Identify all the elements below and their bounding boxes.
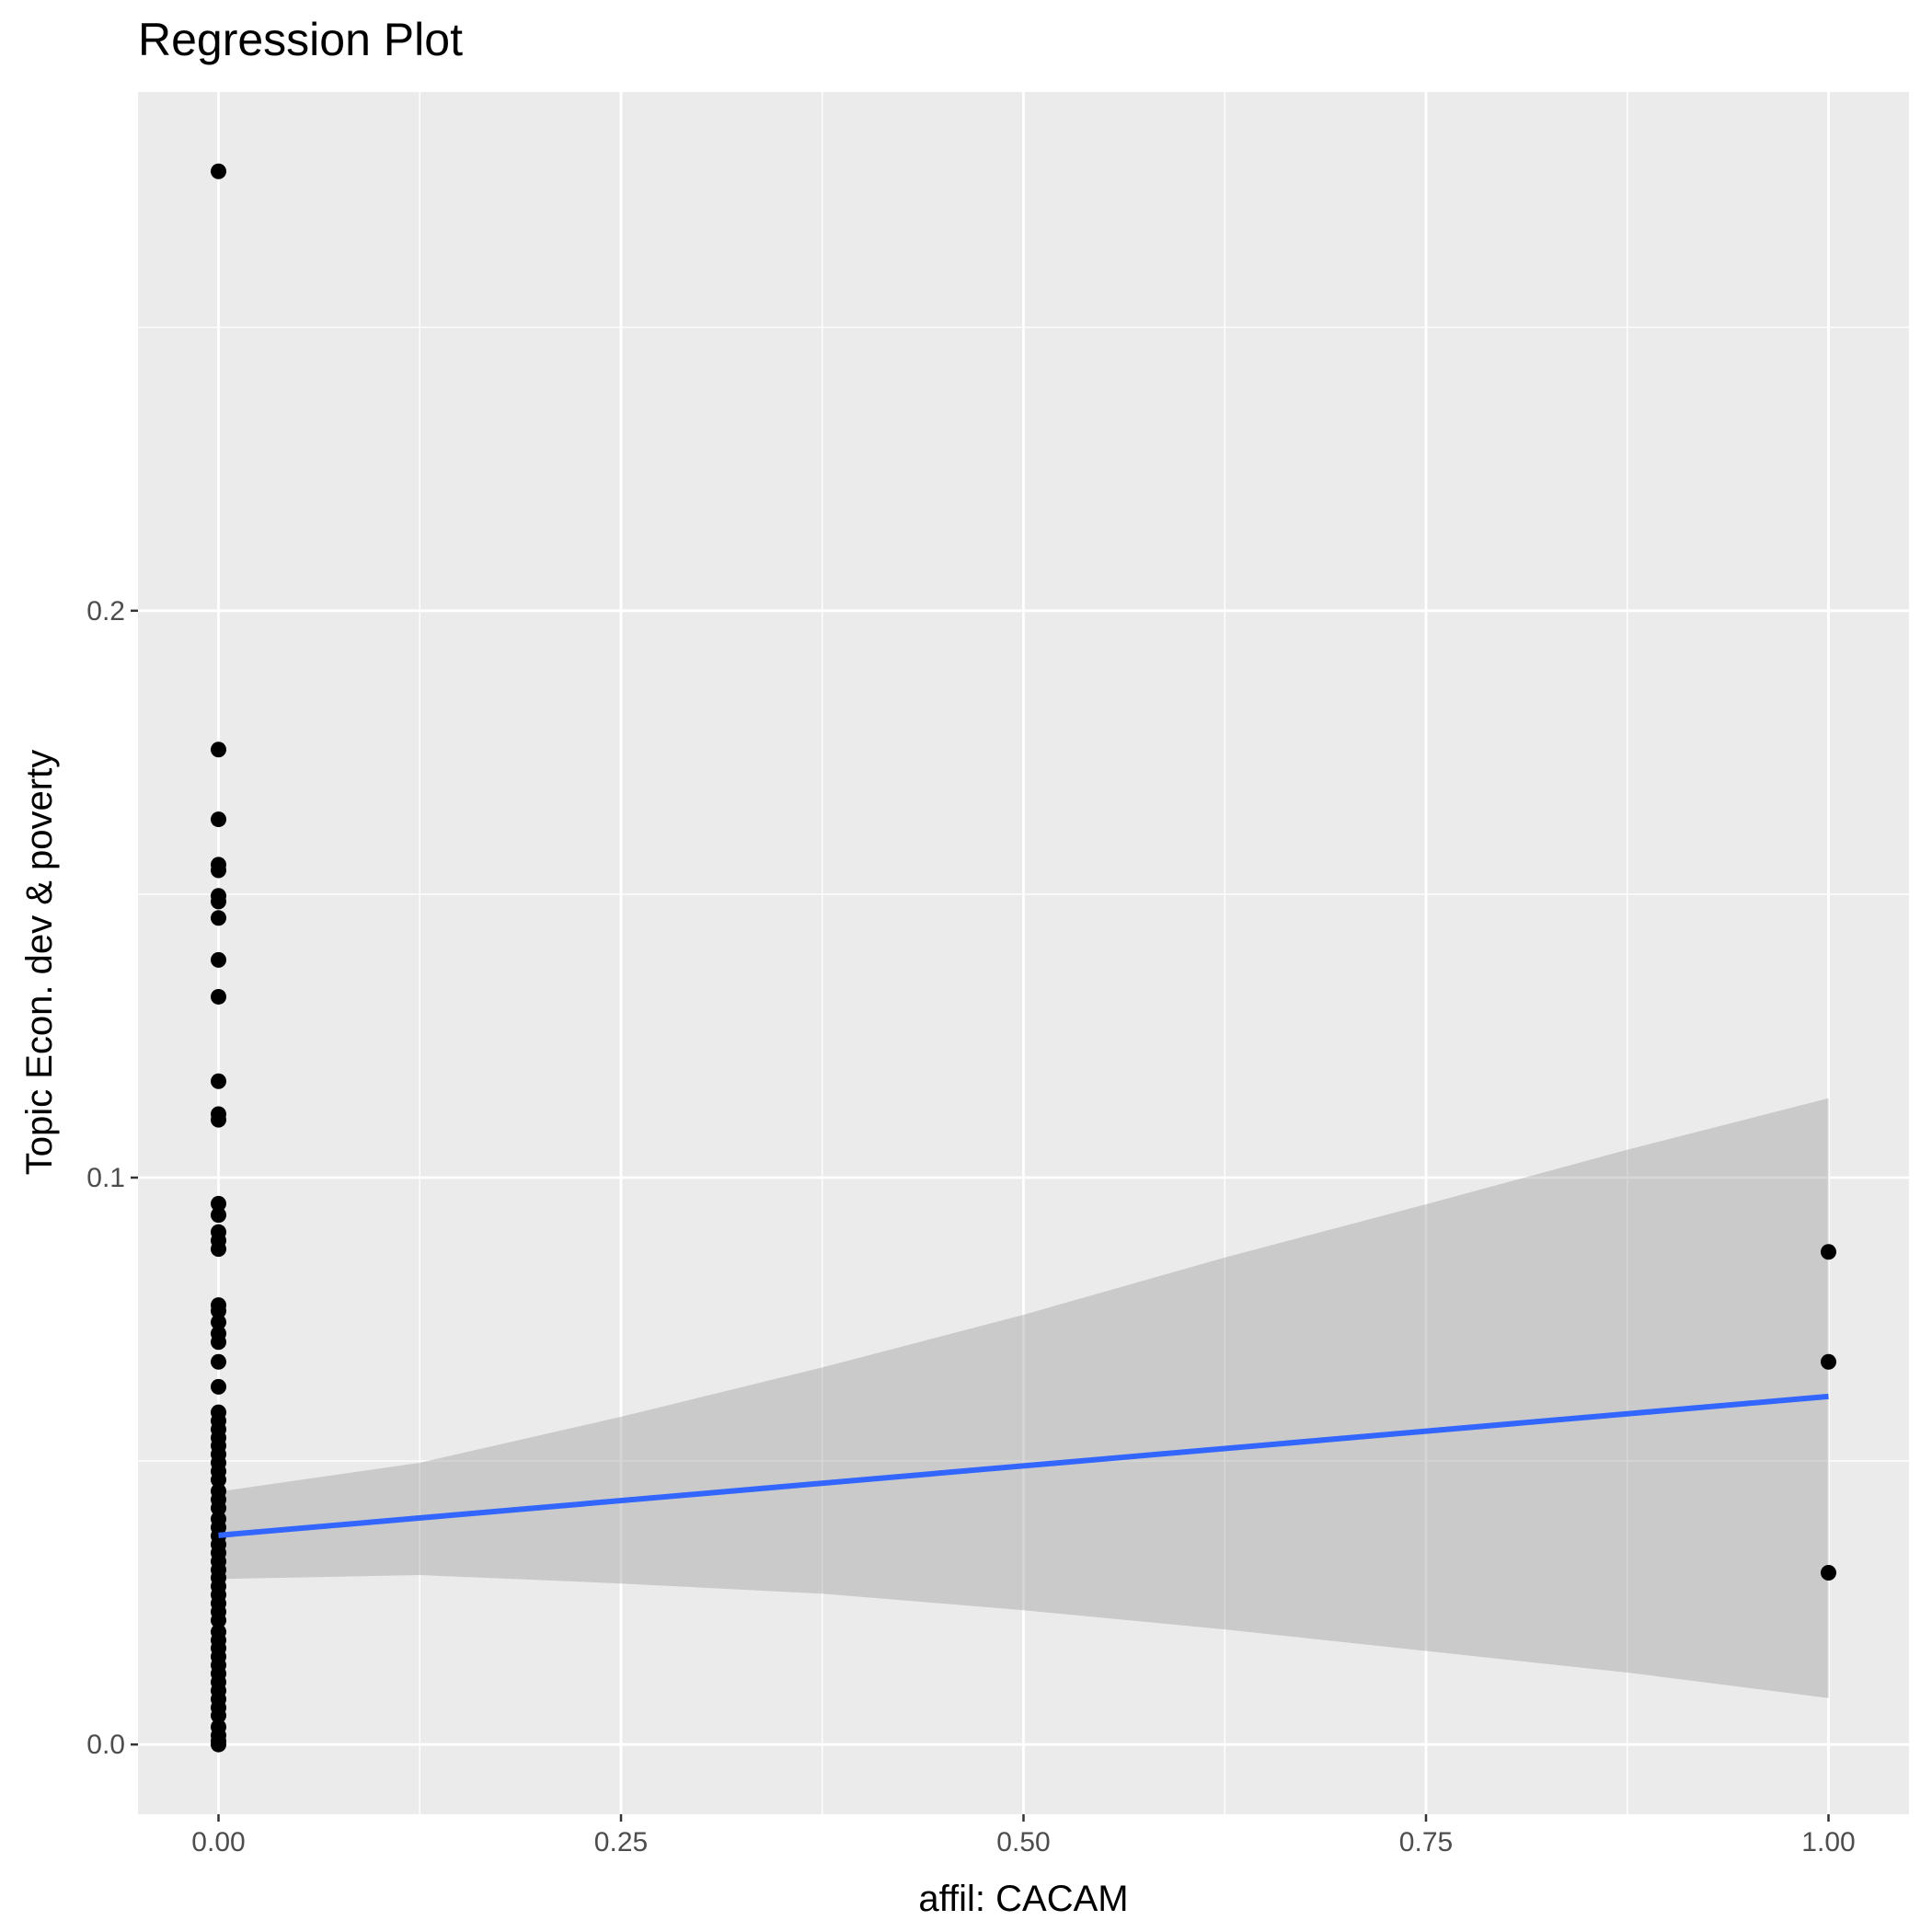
data-point	[211, 1353, 226, 1370]
x-tick-label: 0.25	[594, 1827, 648, 1857]
data-point	[211, 811, 226, 828]
chart-title: Regression Plot	[138, 14, 463, 65]
data-point	[211, 1303, 226, 1319]
y-tick-label: 0.2	[86, 596, 125, 627]
data-point	[211, 1207, 226, 1224]
data-point	[1821, 1353, 1836, 1370]
confidence-band	[218, 1098, 1829, 1698]
y-tick-label: 0.1	[86, 1163, 125, 1193]
data-point	[211, 1612, 226, 1628]
data-point	[211, 1111, 226, 1128]
x-tick-label: 0.75	[1399, 1827, 1453, 1857]
data-point	[1821, 1244, 1836, 1260]
x-axis-ticks: 0.00 0.25 0.50 0.75 1.00	[191, 1814, 1856, 1857]
x-tick-label: 0.00	[191, 1827, 245, 1857]
x-tick-label: 1.00	[1801, 1827, 1855, 1857]
data-point	[1821, 1565, 1836, 1581]
data-point	[211, 1334, 226, 1351]
data-point	[211, 910, 226, 926]
y-axis-ticks: 0.0 0.1 0.2	[86, 596, 138, 1760]
data-point	[211, 951, 226, 968]
data-point	[211, 1314, 226, 1330]
data-point	[211, 988, 226, 1005]
regression-line	[218, 1393, 1829, 1538]
data-point	[211, 1378, 226, 1395]
scatter-points	[211, 163, 1836, 1753]
data-point	[211, 1241, 226, 1258]
data-point	[211, 1195, 226, 1212]
data-point	[211, 1736, 226, 1753]
data-point	[211, 742, 226, 758]
data-point	[211, 862, 226, 879]
y-axis-title: Topic Econ. dev & poverty	[19, 750, 60, 1175]
data-point	[211, 1708, 226, 1724]
x-tick-label: 0.50	[996, 1827, 1050, 1857]
data-point	[211, 163, 226, 179]
data-point	[211, 1500, 226, 1516]
x-axis-title: affil: CACAM	[918, 1879, 1128, 1919]
data-point	[211, 893, 226, 910]
data-point	[211, 1073, 226, 1089]
y-tick-label: 0.0	[86, 1730, 125, 1760]
data-point	[211, 1471, 226, 1488]
